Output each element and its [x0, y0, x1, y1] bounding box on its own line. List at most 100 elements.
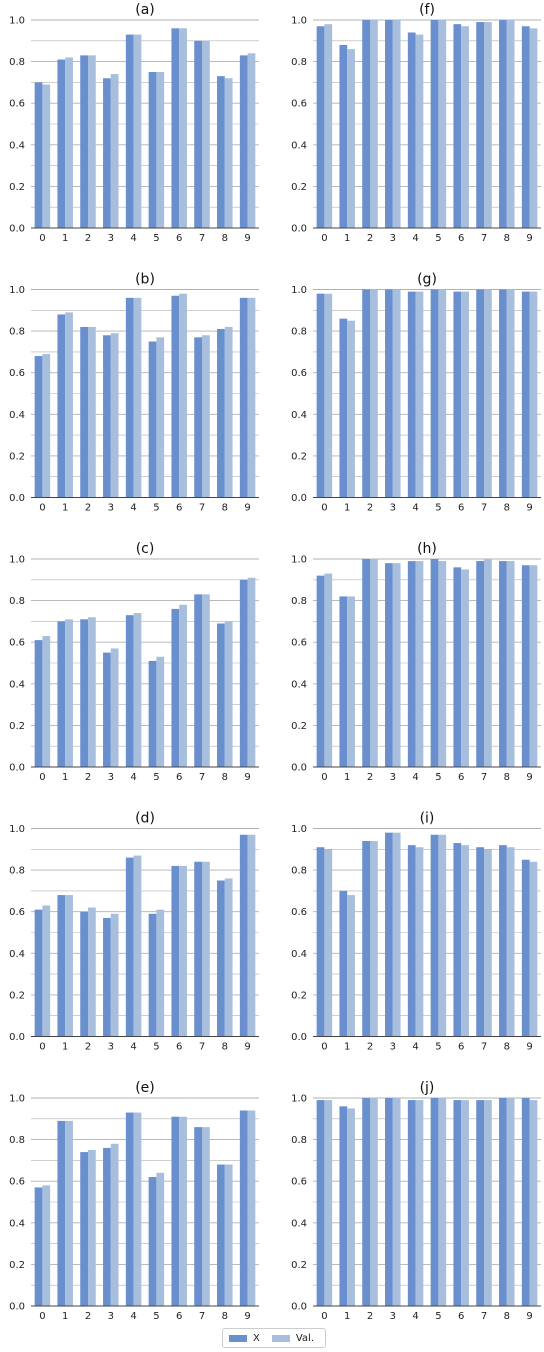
bar-series2: [88, 1150, 96, 1306]
y-tick-label: 1.0: [9, 16, 25, 27]
bar-series1: [385, 563, 393, 767]
x-tick-label: 6: [458, 233, 464, 244]
bar-series2: [370, 1098, 378, 1306]
bar-series2: [415, 847, 424, 1037]
bar-series2: [370, 559, 378, 767]
x-tick-label: 9: [526, 233, 532, 244]
bar-series2: [179, 865, 187, 1037]
x-tick-label: 3: [390, 772, 396, 783]
bar-series2: [347, 320, 355, 498]
bar-series1: [453, 24, 462, 228]
bar-series1: [103, 335, 111, 498]
bar-series2: [324, 293, 333, 498]
bar-series1: [148, 660, 157, 767]
bar-series1: [125, 1112, 134, 1306]
bar-series1: [80, 55, 88, 228]
bar-series1: [171, 295, 180, 498]
y-tick-label: 0.6: [291, 638, 307, 649]
y-tick-label: 0.4: [9, 410, 25, 421]
x-tick-label: 5: [153, 1311, 159, 1320]
x-tick-label: 9: [526, 1311, 532, 1320]
y-tick-label: 1.0: [9, 1094, 25, 1105]
x-tick-label: 3: [390, 233, 396, 244]
y-tick-label: 0.0: [9, 493, 25, 504]
bar-series2: [65, 895, 73, 1037]
x-tick-label: 2: [367, 1311, 373, 1320]
bar-series2: [506, 20, 515, 228]
bar-series1: [339, 890, 348, 1037]
bar-series2: [370, 289, 378, 498]
y-tick-label: 0.8: [9, 866, 25, 877]
y-tick-label: 0.0: [291, 493, 307, 504]
bar-series2: [347, 49, 355, 229]
bar-series2: [415, 34, 424, 229]
bar-series2: [461, 845, 469, 1037]
panel-title: (h): [417, 541, 437, 557]
x-tick-label: 5: [435, 1042, 441, 1053]
x-tick-label: 4: [130, 503, 136, 514]
bar-series1: [217, 880, 225, 1037]
bar-series1: [316, 575, 325, 767]
bar-series2: [42, 84, 51, 228]
y-tick-label: 0.6: [9, 99, 25, 110]
bar-series2: [202, 335, 210, 498]
chart-panel-h: 0.0 0.2 0.4 0.6 0.8 1.0 0 1 2 3 4 5 6 7 8 9 (h): [291, 541, 541, 783]
panel-title: (c): [136, 541, 155, 557]
bar-series2: [324, 1100, 333, 1306]
x-tick-label: 0: [321, 1311, 327, 1320]
figure-grid: 0.0 0.2 0.4 0.6 0.8 1.0 0 1 2 3 4 5 6 7 8 9 (a) 0.0 0.2 0.4…: [9, 2, 541, 1320]
y-tick-label: 0.4: [9, 679, 25, 690]
x-tick-label: 8: [222, 1042, 228, 1053]
y-tick-label: 0.2: [9, 182, 25, 193]
bar-series2: [247, 297, 256, 498]
x-tick-label: 4: [130, 1042, 136, 1053]
x-tick-label: 9: [244, 1311, 250, 1320]
panel-title: (i): [420, 811, 435, 827]
bar-series2: [202, 861, 210, 1037]
x-tick-label: 4: [130, 772, 136, 783]
x-tick-label: 5: [435, 233, 441, 244]
bar-series2: [506, 561, 515, 767]
x-tick-label: 6: [458, 503, 464, 514]
x-tick-label: 5: [435, 1311, 441, 1320]
x-tick-label: 7: [481, 1042, 487, 1053]
y-tick-label: 0.0: [291, 1032, 307, 1043]
bar-series1: [34, 82, 43, 229]
x-tick-label: 0: [39, 772, 45, 783]
y-tick-label: 0.8: [291, 1135, 307, 1146]
y-tick-label: 0.2: [291, 1260, 307, 1271]
x-tick-label: 3: [108, 233, 114, 244]
chart-panel-a: 0.0 0.2 0.4 0.6 0.8 1.0 0 1 2 3 4 5 6 7 8 9 (a): [9, 2, 259, 244]
y-tick-label: 0.6: [9, 368, 25, 379]
bar-series2: [461, 569, 469, 767]
x-tick-label: 1: [344, 772, 350, 783]
x-tick-label: 2: [367, 1042, 373, 1053]
bar-series1: [430, 1098, 439, 1306]
bar-series2: [42, 353, 51, 498]
y-tick-label: 0.8: [9, 1135, 25, 1146]
bar-series1: [385, 1098, 393, 1306]
bar-series1: [521, 1098, 530, 1306]
bar-series2: [529, 565, 538, 767]
y-tick-label: 0.0: [291, 1302, 307, 1313]
bar-series2: [461, 26, 469, 228]
panel-title: (a): [135, 2, 155, 18]
x-tick-label: 5: [435, 772, 441, 783]
bar-series1: [521, 565, 530, 767]
y-tick-label: 0.0: [9, 1302, 25, 1313]
bar-series1: [217, 329, 225, 498]
bar-series2: [156, 337, 165, 498]
chart-panel-f: 0.0 0.2 0.4 0.6 0.8 1.0 0 1 2 3 4 5 6 7 8 9 (f): [291, 2, 541, 244]
bar-series1: [80, 326, 88, 498]
y-tick-label: 0.2: [9, 451, 25, 462]
bar-series2: [247, 1110, 256, 1306]
x-tick-label: 7: [481, 233, 487, 244]
x-tick-label: 3: [108, 503, 114, 514]
y-tick-label: 0.4: [291, 140, 307, 151]
bar-series1: [171, 608, 180, 767]
bar-series1: [521, 291, 530, 498]
x-tick-label: 2: [85, 233, 91, 244]
bar-series1: [57, 59, 66, 228]
legend-label-series2: Val.: [295, 1332, 315, 1344]
bar-series2: [347, 1108, 355, 1306]
